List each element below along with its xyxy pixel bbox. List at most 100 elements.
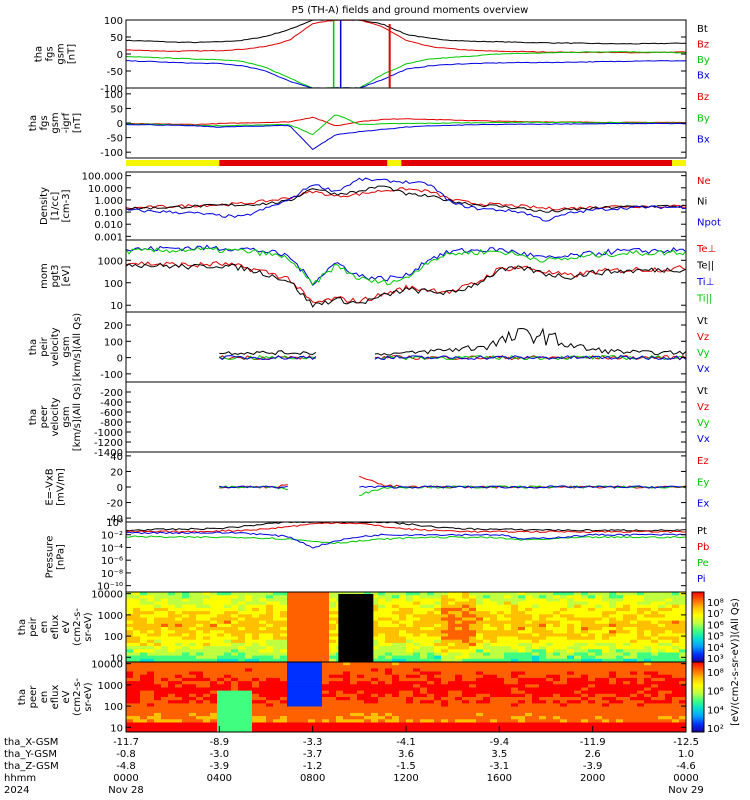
spectrogram-cell <box>574 592 582 596</box>
spectrogram-cell <box>406 716 414 720</box>
legend-entry-Te⊥: Te⊥ <box>696 244 716 255</box>
spectrogram-cell <box>147 684 155 688</box>
spectrogram-cell <box>511 728 519 733</box>
spectrogram-cell <box>553 674 561 679</box>
spectrogram-cell <box>378 709 386 714</box>
spectrogram-cell <box>448 668 456 672</box>
spectrogram-cell <box>588 611 596 615</box>
x-row-label: hhmm <box>4 773 36 784</box>
spectrogram-cell <box>623 687 631 691</box>
spectrogram-cell <box>175 709 183 714</box>
spectrogram-cell <box>518 623 526 628</box>
spectrogram-cell <box>168 658 176 663</box>
spectrogram-cell <box>133 592 141 596</box>
spectrogram-cell <box>441 636 449 640</box>
spectrogram-cell <box>665 700 673 704</box>
spectrogram-cell <box>658 595 666 599</box>
spectrogram-cell <box>259 706 267 710</box>
spectrogram-cell <box>567 693 575 698</box>
spectrogram-cell <box>266 671 274 675</box>
spectrogram-cell <box>644 646 652 650</box>
spectrogram-cell <box>665 614 673 618</box>
spectrogram-cell <box>553 649 561 653</box>
spectrogram-cell <box>357 706 365 710</box>
spectrogram-cell <box>371 700 379 704</box>
spectrogram-cell <box>609 677 617 682</box>
spectrogram-cell <box>665 668 673 672</box>
spectrogram-cell <box>336 712 344 717</box>
spectrogram-cell <box>651 617 659 621</box>
spectrogram-cell <box>581 649 589 653</box>
spectrogram-cell <box>644 712 652 717</box>
spectrogram-cell <box>287 630 295 634</box>
spectrogram-cell <box>168 716 176 720</box>
spectrogram-cell <box>497 614 505 618</box>
spectrogram-cell <box>434 595 442 599</box>
spectrogram-cell <box>490 633 498 637</box>
spectrogram-cell <box>294 636 302 640</box>
spectrogram-cell <box>329 719 337 723</box>
spectrogram-cell <box>448 649 456 653</box>
y-tick-label: -400 <box>100 398 123 409</box>
spectrogram-cell <box>329 725 337 730</box>
spectrogram-cell <box>294 703 302 707</box>
spectrogram-cell <box>287 658 295 663</box>
spectrogram-cell <box>413 709 421 714</box>
spectrogram-cell <box>154 677 162 682</box>
spectrogram-cell <box>210 604 218 609</box>
spectrogram-cell <box>308 646 316 650</box>
spectrogram-cell <box>301 697 309 701</box>
spectrogram-cell <box>539 728 547 733</box>
spectrogram-cell <box>441 697 449 701</box>
spectrogram-cell <box>462 684 470 688</box>
spectrogram-cell <box>154 671 162 675</box>
spectrogram-cell <box>525 665 533 669</box>
spectrogram-cell <box>553 633 561 637</box>
spectrogram-cell <box>168 655 176 660</box>
spectrogram-cell <box>637 712 645 717</box>
spectrogram-cell <box>595 684 603 688</box>
spectrogram-cell <box>644 674 652 679</box>
spectrogram-cell <box>588 598 596 602</box>
y-axis-label-line: peir <box>28 616 39 636</box>
spectrogram-cell <box>665 604 673 609</box>
spectrogram-cell <box>133 700 141 704</box>
spectrogram-cell <box>140 722 148 726</box>
spectrogram-cell <box>420 671 428 675</box>
spectrogram-cell <box>679 665 687 669</box>
spectrogram-cell <box>294 719 302 723</box>
spectrogram-cell <box>301 601 309 605</box>
spectrogram-cell <box>476 617 484 621</box>
spectrogram-cell <box>630 649 638 653</box>
spectrogram-cell <box>364 716 372 720</box>
spectrogram-cell <box>532 725 540 730</box>
spectrogram-cell <box>294 674 302 679</box>
spectrogram-cell <box>322 633 330 637</box>
spectrogram-cell <box>511 662 519 666</box>
spectrogram-cell <box>623 636 631 640</box>
spectrogram-cell <box>476 712 484 717</box>
spectrogram-cell <box>259 611 267 615</box>
spectrogram-cell <box>609 617 617 621</box>
x-hhmm-label: 0000 <box>113 773 138 784</box>
spectrogram-cell <box>308 703 316 707</box>
spectrogram-cell <box>560 604 568 609</box>
spectrogram-cell <box>392 712 400 717</box>
spectrogram-cell <box>210 623 218 628</box>
spectrogram-cell <box>567 633 575 637</box>
spectrogram-cell <box>147 681 155 685</box>
series-lines <box>125 177 687 222</box>
spectrogram-cell <box>658 687 666 691</box>
spectrogram-cell <box>588 639 596 644</box>
x-row-label: tha_X-GSM <box>4 737 58 748</box>
spectrogram-cell <box>133 620 141 625</box>
spectrogram-cell <box>224 690 232 695</box>
spectrogram-cell <box>434 700 442 704</box>
spectrogram-cell <box>581 706 589 710</box>
spectrogram-cell <box>553 617 561 621</box>
spectrogram-cell <box>455 649 463 653</box>
spectrogram-cell <box>609 681 617 685</box>
spectrogram-cell <box>161 607 169 612</box>
